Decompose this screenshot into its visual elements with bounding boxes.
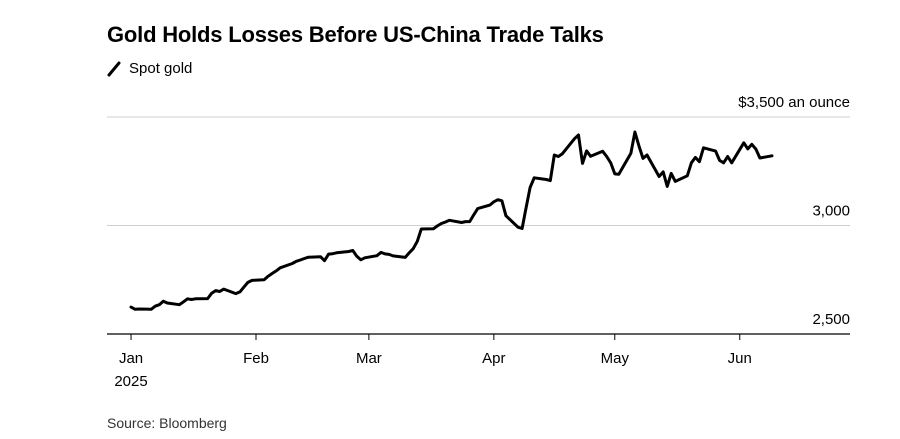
legend-swatch-icon [107, 61, 121, 76]
legend-label: Spot gold [129, 60, 193, 77]
x-tick-label: Jun [728, 350, 752, 367]
x-tick-label: Mar [356, 350, 382, 367]
x-tick-label: Jan [119, 350, 143, 367]
x-tick-label: Feb [243, 350, 269, 367]
chart-title: Gold Holds Losses Before US-China Trade … [107, 22, 604, 47]
series-line-spot-gold [129, 130, 774, 311]
y-tick-label: 2,500 [812, 311, 850, 328]
x-tick-label: May [601, 350, 630, 367]
legend: Spot gold [107, 60, 192, 77]
x-tick-label: Apr [482, 350, 505, 367]
x-year-label: 2025 [114, 373, 147, 390]
y-tick-label: 3,000 [812, 203, 850, 220]
y-tick-label: $3,500 an ounce [738, 94, 850, 111]
source-note: Source: Bloomberg [107, 415, 227, 431]
